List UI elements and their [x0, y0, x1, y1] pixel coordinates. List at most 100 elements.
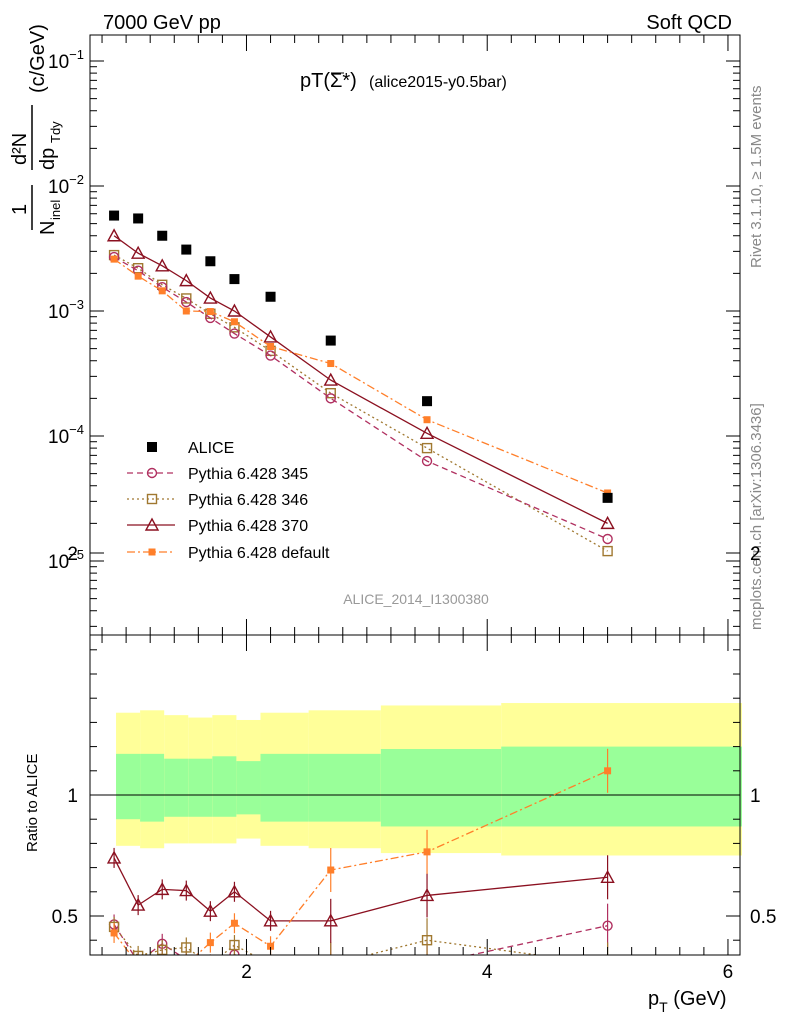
ratio-point-p346 — [326, 960, 335, 969]
ratio-line-p370 — [113, 857, 608, 922]
data-point-alice — [109, 210, 120, 221]
series-line-pdefault — [113, 258, 608, 494]
ratio-y-tick-label-right: 1 — [750, 786, 761, 807]
ratio-axis-label: Ratio to ALICE — [24, 754, 41, 852]
svg-text:dp: dp — [37, 148, 59, 170]
ratio-point-p370 — [323, 913, 338, 927]
legend-label: Pythia 6.428 346 — [188, 492, 308, 509]
ratio-series-p346 — [108, 916, 612, 969]
ratio-y-tick-label-right: 0.5 — [750, 907, 776, 928]
ratio-point-p346 — [157, 944, 168, 955]
data-point-pdefault — [182, 307, 190, 315]
legend-label: ALICE — [188, 440, 234, 457]
ratio-point-p370 — [227, 884, 242, 898]
ratio-point-p346 — [229, 939, 240, 951]
ratio-series-p345 — [108, 903, 613, 969]
legend-label: Pythia 6.428 370 — [188, 518, 308, 535]
ratio-point-pdefault — [230, 919, 238, 927]
data-point-p370 — [323, 372, 338, 386]
ratio-point-p370 — [179, 883, 194, 897]
ratio-point-p345 — [602, 920, 613, 931]
legend-marker — [147, 442, 157, 452]
data-point-p345 — [325, 393, 336, 404]
data-point-alice — [181, 244, 192, 255]
ratio-point-p346 — [181, 942, 192, 953]
header-left: 7000 GeV pp — [103, 12, 221, 34]
data-point-p346 — [181, 293, 192, 304]
legend: ALICE Pythia 6.428 345 Pythia 6.428 346 Pyt… — [127, 440, 330, 562]
plot-title-main: pT(Σ*) — [300, 70, 357, 92]
ratio-point-p370 — [130, 897, 146, 911]
ratio-band-inner — [164, 758, 189, 817]
series-alice — [109, 210, 613, 503]
main-y-tick-label: 10−1 — [48, 47, 84, 73]
data-point-p346 — [325, 387, 336, 399]
data-point-p345 — [181, 296, 192, 308]
data-point-alice — [325, 335, 336, 346]
ratio-point-pdefault — [110, 929, 118, 937]
svg-text:1: 1 — [9, 204, 31, 215]
ratio-y-tick-label: 2 — [67, 544, 78, 565]
ratio-point-p346 — [206, 960, 215, 969]
plot-subtitle: (alice2015-y0.5bar) — [369, 74, 507, 91]
ratio-y-tick-label: 0.5 — [52, 907, 78, 928]
data-point-p346 — [421, 442, 433, 454]
legend-marker — [146, 493, 158, 505]
data-point-p370 — [419, 425, 435, 440]
data-point-pdefault — [327, 360, 335, 368]
ratio-point-p345 — [423, 960, 432, 969]
data-point-p370 — [155, 258, 170, 272]
data-point-pdefault — [134, 272, 142, 280]
ratio-band-inner — [116, 753, 141, 820]
ratio-point-p346 — [603, 960, 612, 969]
ratio-point-pdefault — [267, 942, 275, 950]
data-point-alice — [157, 230, 168, 241]
series-line-p346 — [113, 254, 608, 552]
data-point-alice — [205, 256, 216, 267]
data-point-p370 — [203, 290, 218, 304]
ratio-panel: 0.5 0.5 1 1 2 2 2 4 6 — [52, 544, 777, 983]
legend-label: Pythia 6.428 default — [188, 545, 330, 562]
ratio-point-p345 — [266, 960, 275, 969]
x-axis-label: pT (GeV) — [648, 988, 727, 1015]
ratio-point-pdefault — [159, 961, 166, 968]
data-point-pdefault — [110, 255, 118, 263]
ratio-y-tick-label-right: 2 — [750, 544, 761, 565]
main-ticks: 10−5 10−4 10−3 10−2 10−1 — [48, 35, 740, 635]
data-point-alice — [602, 492, 613, 503]
main-y-tick-label: 10−5 — [48, 547, 84, 573]
svg-text:N: N — [37, 221, 59, 235]
svg-text:inel: inel — [48, 200, 63, 220]
main-y-tick-label: 10−3 — [48, 297, 84, 323]
data-point-p345 — [421, 455, 433, 467]
x-tick-label: 2 — [241, 962, 252, 983]
data-point-p370 — [227, 303, 242, 317]
legend-entry-p345: Pythia 6.428 345 — [127, 466, 308, 483]
ratio-point-p370 — [203, 903, 218, 917]
data-point-alice — [265, 291, 276, 302]
series-line-p370 — [113, 235, 608, 524]
ratio-y-tick-label: 1 — [67, 786, 78, 807]
ratio-point-p370 — [263, 913, 278, 927]
plot-title: pT(Σ*) — [300, 70, 357, 92]
legend-marker — [148, 548, 156, 556]
analysis-watermark: ALICE_2014_I1300380 — [343, 591, 489, 607]
main-y-tick-label: 10−4 — [48, 422, 84, 448]
data-point-p370 — [130, 245, 146, 259]
series-p345 — [108, 251, 613, 545]
rivet-label: Rivet 3.1.10, ≥ 1.5M events — [748, 86, 765, 269]
data-point-pdefault — [423, 416, 431, 424]
data-point-p345 — [229, 328, 240, 339]
data-point-p370 — [600, 515, 615, 530]
ratio-band-inner — [501, 746, 742, 827]
data-point-alice — [133, 213, 144, 224]
ratio-band-inner — [212, 756, 237, 817]
ratio-ticks: 0.5 0.5 1 1 2 2 2 4 6 — [52, 544, 777, 983]
ratio-band-inner — [308, 753, 381, 822]
ratio-line-p346 — [113, 926, 543, 955]
ratio-band-inner — [188, 758, 213, 817]
series-line-p345 — [113, 256, 608, 540]
ratio-series-p370 — [106, 847, 615, 943]
ratio-point-pdefault — [183, 961, 190, 968]
